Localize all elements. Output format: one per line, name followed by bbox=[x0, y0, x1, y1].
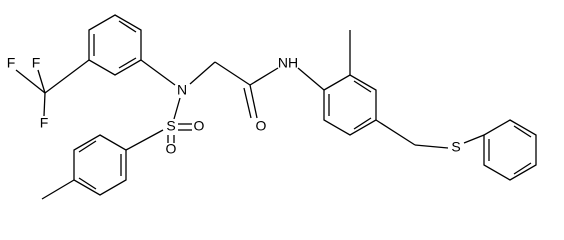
bond bbox=[78, 177, 97, 190]
atom-label: F bbox=[7, 55, 16, 71]
atom-label: O bbox=[194, 118, 205, 134]
bond bbox=[214, 61, 251, 86]
bond bbox=[125, 129, 164, 151]
atom-label: O bbox=[256, 118, 267, 134]
bonds bbox=[15, 14, 537, 200]
bond bbox=[249, 67, 279, 86]
atom-label: S bbox=[451, 139, 460, 155]
bond bbox=[414, 144, 449, 149]
bond bbox=[118, 57, 137, 69]
bond bbox=[375, 119, 416, 146]
bond bbox=[513, 125, 532, 138]
bond bbox=[37, 69, 46, 94]
atom-label: F bbox=[32, 55, 41, 71]
bond bbox=[353, 117, 372, 130]
bond bbox=[78, 140, 97, 153]
bond bbox=[353, 80, 372, 93]
structure-diagram: F F F N S O O O NH S bbox=[7, 14, 537, 200]
atom-label: N bbox=[177, 82, 187, 98]
bond bbox=[15, 69, 46, 94]
atom-label: S bbox=[166, 118, 175, 134]
atom-label: F bbox=[40, 115, 49, 131]
atom-label: O bbox=[166, 141, 177, 157]
bond bbox=[189, 61, 216, 85]
ring bbox=[323, 74, 377, 136]
bond bbox=[41, 179, 75, 200]
bond bbox=[297, 67, 325, 91]
atom-labels: F F F N S O O O NH S bbox=[7, 55, 461, 157]
bond bbox=[44, 59, 90, 94]
bond bbox=[463, 134, 485, 144]
ring bbox=[483, 119, 537, 181]
bond bbox=[118, 20, 137, 33]
bond bbox=[173, 97, 181, 120]
page: F F F N S O O O NH S (() => { const data… bbox=[6, 14, 537, 200]
bond bbox=[43, 92, 46, 117]
bond bbox=[249, 84, 258, 119]
atom-label: NH bbox=[278, 55, 298, 71]
ring bbox=[88, 14, 142, 76]
bond bbox=[140, 59, 176, 86]
bond bbox=[513, 162, 532, 175]
ring bbox=[73, 134, 127, 196]
bond bbox=[243, 87, 252, 119]
